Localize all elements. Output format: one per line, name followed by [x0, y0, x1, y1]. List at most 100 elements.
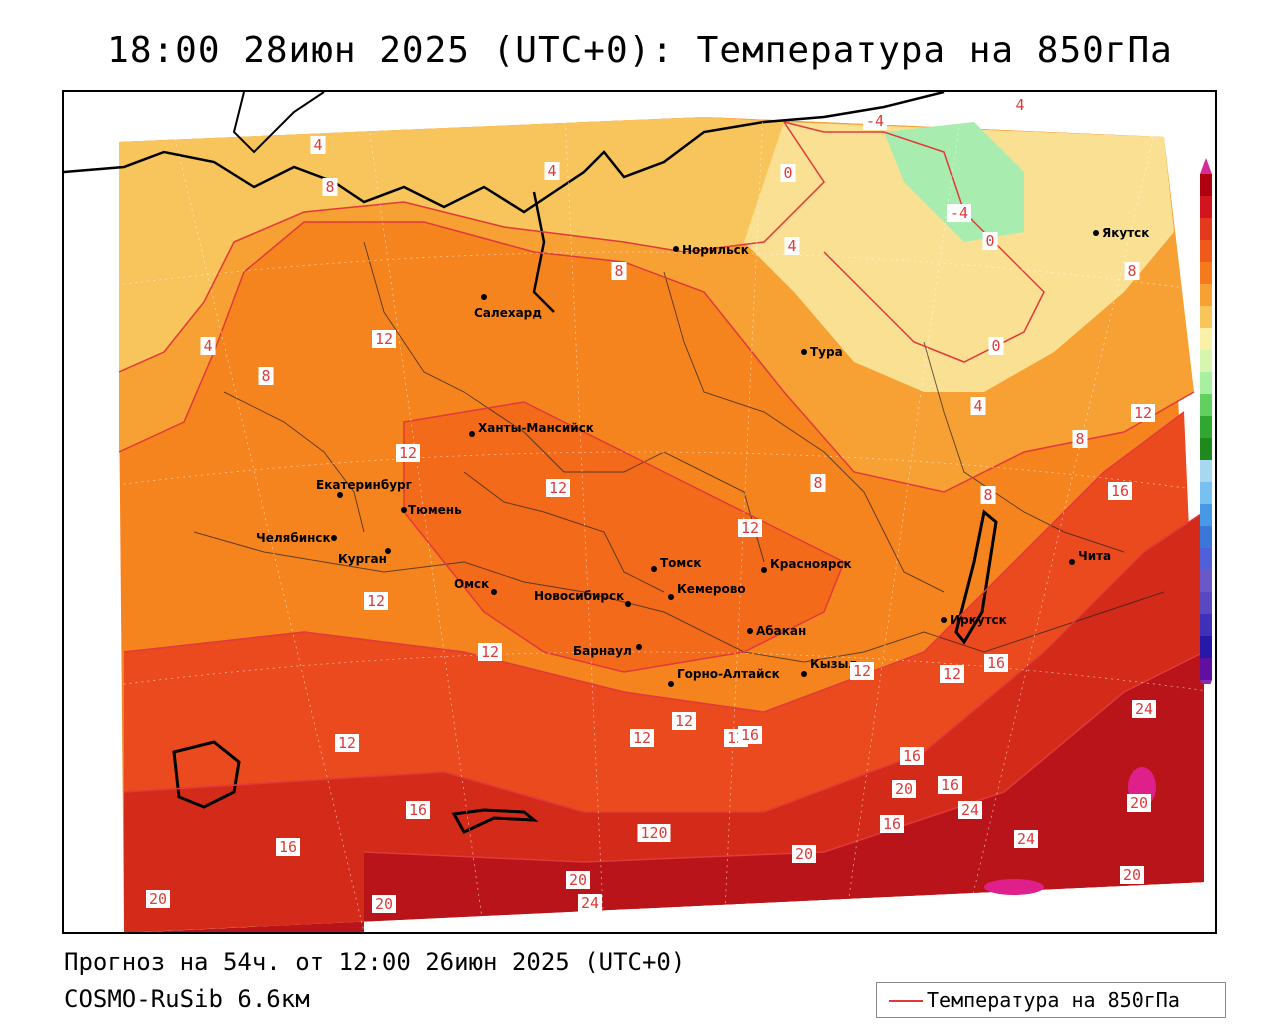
colorbar-cell: [1200, 284, 1212, 306]
colorbar-tick-label: -60: [1216, 653, 1217, 666]
graticule: [64, 92, 1215, 932]
city-label: Тура: [810, 345, 843, 359]
city-marker: [401, 507, 407, 513]
contour-label: 4: [544, 162, 560, 180]
contour-label: 16: [880, 815, 904, 833]
contour-label: -4: [947, 204, 971, 222]
contour-label: -4: [863, 112, 887, 130]
svg-text:24: 24: [961, 801, 979, 819]
contour-label: 12: [850, 662, 874, 680]
city-marker: [673, 246, 679, 252]
colorbar-cell: [1200, 482, 1212, 504]
colorbar-cell: [1200, 438, 1212, 460]
city-label: Абакан: [756, 624, 806, 638]
colorbar-tick-label: -56: [1216, 631, 1217, 644]
city-label: Барнаул: [573, 644, 632, 658]
contour-label: 16: [738, 726, 762, 744]
svg-text:8: 8: [261, 367, 270, 385]
contour-label: 8: [1072, 430, 1088, 448]
field-south-hottest: [144, 652, 1204, 932]
svg-text:4: 4: [1015, 96, 1024, 114]
contour-label: 8: [258, 367, 274, 385]
svg-text:0: 0: [783, 164, 792, 182]
city-label: Кызыл: [810, 657, 857, 671]
svg-text:8: 8: [325, 178, 334, 196]
svg-text:20: 20: [375, 895, 393, 913]
svg-text:0: 0: [991, 337, 1000, 355]
svg-text:120: 120: [640, 824, 667, 842]
colorbar-tick-label: -12: [1216, 389, 1217, 402]
city-label: Норильск: [682, 243, 749, 257]
city-marker: [747, 628, 753, 634]
city-marker: [636, 644, 642, 650]
contour-label: 16: [984, 654, 1008, 672]
contour-label: 4: [1012, 96, 1028, 114]
svg-text:12: 12: [1134, 404, 1152, 422]
colorbar-bottom-arrow: [1200, 680, 1212, 684]
svg-text:-4: -4: [950, 204, 968, 222]
colorbar-cell: [1200, 416, 1212, 438]
svg-text:8: 8: [983, 486, 992, 504]
field-yellow-zone: [744, 122, 1174, 392]
colorbar: 28 24 20 16 12 8 4 0 -4 -8 -12 -16 -20 -24 -28 -32 -36 -4…: [1200, 158, 1217, 684]
svg-text:16: 16: [883, 815, 901, 833]
contour-label: 0: [982, 232, 998, 250]
city-marker: [331, 535, 337, 541]
colorbar-cell: [1200, 504, 1212, 526]
contour-label: 4: [200, 337, 216, 355]
svg-text:12: 12: [675, 712, 693, 730]
svg-text:20: 20: [1123, 866, 1141, 884]
svg-text:-4: -4: [866, 112, 884, 130]
coastline: [232, 92, 325, 154]
contour-label: 16: [1108, 482, 1132, 500]
colorbar-cell: [1200, 460, 1212, 482]
colorbar-tick-label: 28: [1216, 169, 1217, 182]
city-marker: [941, 617, 947, 623]
field-north-pale: [119, 117, 824, 372]
city-label: Новосибирск: [534, 589, 624, 603]
city-label: Якутск: [1102, 226, 1149, 240]
legend: Температура на 850гПа: [876, 982, 1226, 1018]
colorbar-cell: [1200, 394, 1212, 416]
contour-label: 16: [900, 747, 924, 765]
svg-text:16: 16: [941, 776, 959, 794]
colorbar-cell: [1200, 658, 1212, 680]
map-title: 18:00 28июн 2025 (UTC+0): Температура на…: [107, 30, 1173, 71]
svg-text:4: 4: [547, 162, 556, 180]
svg-text:12: 12: [399, 444, 417, 462]
svg-text:4: 4: [787, 237, 796, 255]
colorbar-cell: [1200, 174, 1212, 196]
colorbar-tick-label: 16: [1216, 235, 1217, 248]
svg-text:8: 8: [1075, 430, 1084, 448]
colorbar-tick-label: -20: [1216, 433, 1217, 446]
lake-baikal: [954, 509, 998, 645]
city-marker: [491, 589, 497, 595]
colorbar-tick-label: 24: [1216, 191, 1217, 204]
colorbar-cell: [1200, 526, 1212, 548]
coastline: [532, 191, 555, 313]
svg-text:12: 12: [633, 729, 651, 747]
contour-label: 20: [892, 780, 916, 798]
lake-aral: [172, 740, 241, 809]
contour-label: 20: [146, 890, 170, 908]
svg-text:20: 20: [895, 780, 913, 798]
svg-text:20: 20: [149, 890, 167, 908]
svg-text:20: 20: [1130, 794, 1148, 812]
city-marker: [337, 492, 343, 498]
contour-label: 24: [1014, 830, 1038, 848]
contour-label: 4: [784, 237, 800, 255]
city-label: Омск: [454, 577, 489, 591]
city-label: Томск: [660, 556, 702, 570]
contour-label: 12: [546, 479, 570, 497]
city-marker: [1069, 559, 1075, 565]
colorbar-tick-label: 12: [1216, 257, 1217, 270]
lake-balkhash: [451, 808, 539, 834]
contour-label: 20: [372, 895, 396, 913]
svg-text:12: 12: [481, 643, 499, 661]
city-marker: [801, 349, 807, 355]
svg-text:4: 4: [203, 337, 212, 355]
contour-label: 12: [738, 519, 762, 537]
svg-text:24: 24: [1135, 700, 1153, 718]
city-label: Иркутск: [950, 613, 1007, 627]
svg-text:12: 12: [943, 665, 961, 683]
